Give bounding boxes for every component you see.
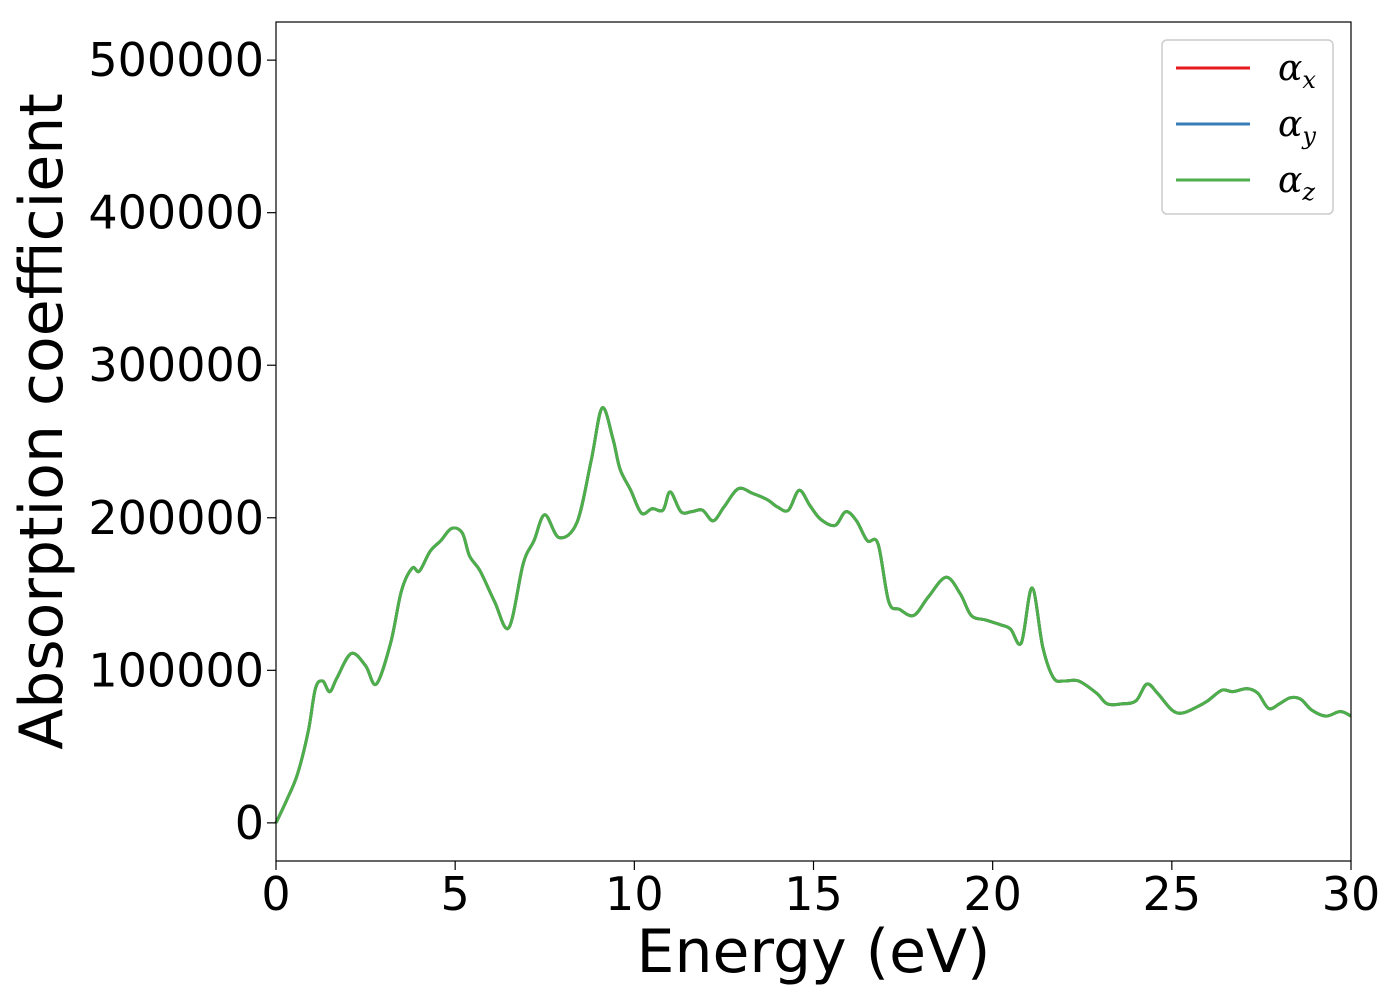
x-tick-label: 10 xyxy=(605,867,664,921)
legend-label-x: αx xyxy=(1278,48,1316,94)
y-axis: 0 100000 200000 300000 400000 500000 xyxy=(88,33,276,850)
x-tick-label: 15 xyxy=(784,867,843,921)
legend-box xyxy=(1161,39,1334,215)
y-axis-label: Absorption coefficient xyxy=(7,93,77,750)
legend-label-y: αy xyxy=(1278,104,1316,150)
x-tick-label: 5 xyxy=(441,867,470,921)
legend-subscript: x xyxy=(1302,66,1316,94)
legend-symbol: α xyxy=(1278,160,1302,201)
legend-label-z: αz xyxy=(1278,160,1315,206)
y-tick-label: 100000 xyxy=(88,643,264,697)
legend-symbol: α xyxy=(1278,104,1302,145)
x-tick-label: 0 xyxy=(261,867,290,921)
x-tick-label: 25 xyxy=(1143,867,1202,921)
y-tick-label: 500000 xyxy=(88,33,264,87)
legend-subscript: z xyxy=(1301,178,1315,206)
legend-subscript: y xyxy=(1301,122,1316,150)
x-tick-label: 30 xyxy=(1322,867,1381,921)
x-axis: 0 5 10 15 20 25 30 xyxy=(261,861,1380,921)
y-tick-label: 300000 xyxy=(88,338,264,392)
series-layer xyxy=(274,406,1352,824)
y-tick-label: 200000 xyxy=(88,491,264,545)
y-tick-label: 400000 xyxy=(88,186,264,240)
series-line-z xyxy=(274,406,1352,824)
y-tick-label: 0 xyxy=(235,796,264,850)
x-tick-label: 20 xyxy=(963,867,1022,921)
legend-symbol: α xyxy=(1278,48,1302,89)
x-axis-label: Energy (eV) xyxy=(637,917,991,987)
